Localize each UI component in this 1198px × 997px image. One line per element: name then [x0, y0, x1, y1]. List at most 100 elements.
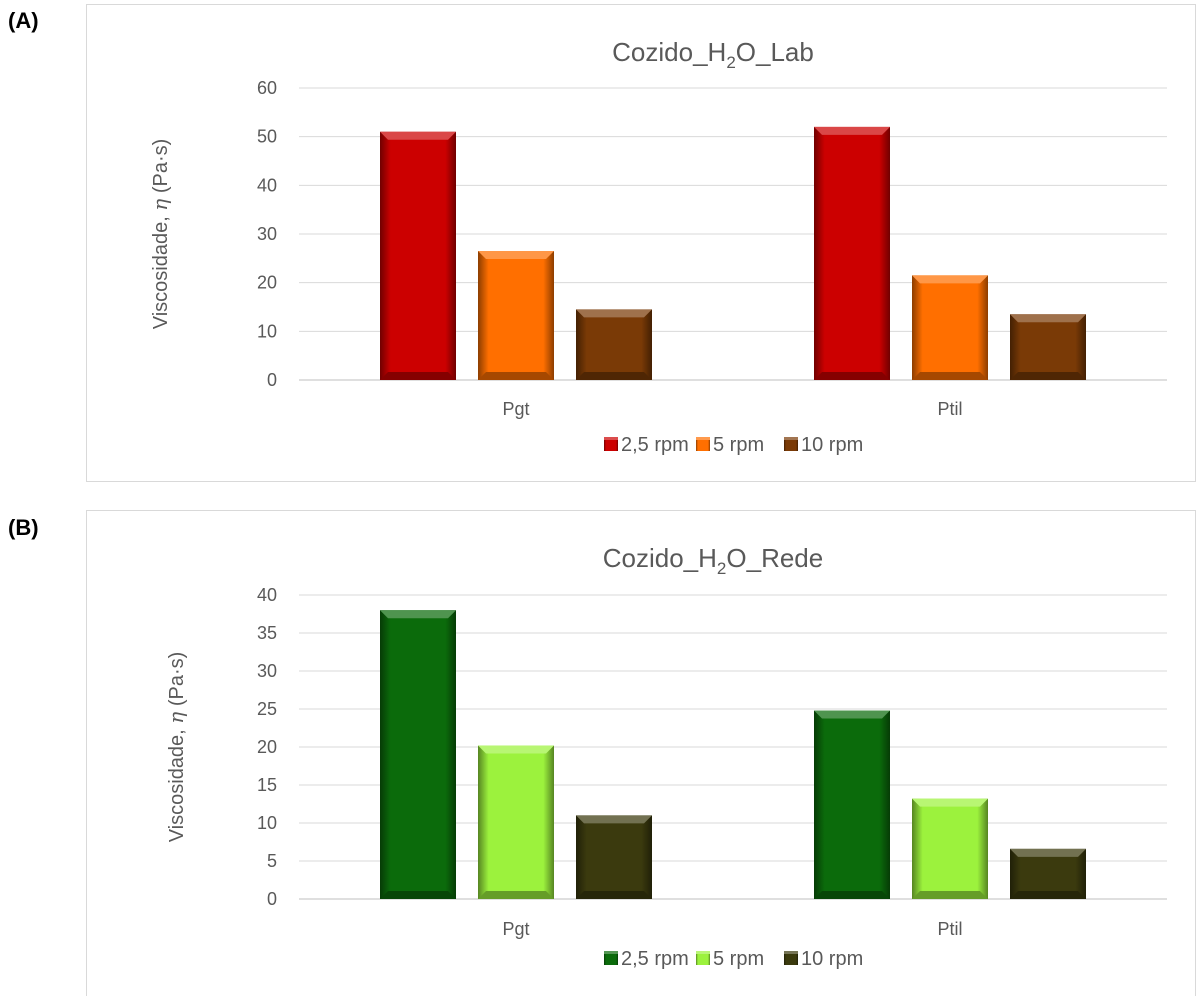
- bar-pgt-2-5-rpm: [380, 610, 456, 899]
- bar-bevel-top: [912, 798, 988, 807]
- bar-bevel-bottom: [380, 372, 456, 380]
- bar-body: [1010, 848, 1086, 899]
- x-category-label: Ptil: [937, 919, 962, 939]
- bar-bevel-bottom: [912, 891, 988, 899]
- legend-swatch: [696, 951, 710, 965]
- legend-label: 5 rpm: [713, 948, 764, 970]
- bar-pgt-5-rpm: [478, 251, 554, 380]
- y-axis-label-prefix: Viscosidade,: [166, 724, 188, 843]
- legend-swatch-highlight: [604, 437, 618, 440]
- legend-label: 10 rpm: [801, 948, 863, 970]
- bar-ptil-2-5-rpm: [814, 710, 890, 899]
- bar-ptil-5-rpm: [912, 275, 988, 380]
- chart-title-main: Cozido_H: [612, 37, 726, 67]
- legend-swatch: [604, 951, 618, 965]
- bar-bevel-bottom: [912, 372, 988, 380]
- y-axis-label-prefix: Viscosidade,: [150, 211, 172, 330]
- y-tick-label: 50: [257, 127, 277, 147]
- y-axis-label-symbol: η: [148, 199, 172, 211]
- legend-swatch-highlight: [696, 437, 710, 440]
- y-tick-label: 15: [257, 775, 277, 795]
- y-tick-label: 5: [267, 851, 277, 871]
- bar-bevel-top: [380, 131, 456, 140]
- y-axis-label-symbol: η: [164, 712, 188, 724]
- bar-bevel-bottom: [814, 891, 890, 899]
- y-axis-label: Viscosidade, η (Pa·s): [164, 652, 188, 843]
- chart-title-subscript: 2: [717, 559, 726, 578]
- bar-body: [912, 798, 988, 899]
- bar-chart-a: Cozido_H2O_Lab 0 10 20 30 40 50 60 Viscosidade, …: [148, 37, 1167, 456]
- bar-body: [478, 251, 554, 380]
- bar-bevel-top: [814, 126, 890, 135]
- legend-swatch-highlight: [696, 951, 710, 954]
- y-tick-label: 40: [257, 175, 277, 195]
- bar-bevel-bottom: [478, 891, 554, 899]
- legend-label: 10 rpm: [801, 434, 863, 456]
- y-tick-label: 10: [257, 321, 277, 341]
- bar-bevel-top: [1010, 314, 1086, 323]
- legend-item-5-rpm: 5 rpm: [696, 948, 764, 970]
- bar-ptil-2-5-rpm: [814, 126, 890, 380]
- bar-bevel-top: [912, 275, 988, 284]
- y-tick-label: 30: [257, 224, 277, 244]
- legend-item-10-rpm: 10 rpm: [784, 948, 863, 970]
- bar-bevel-top: [576, 815, 652, 824]
- bar-bevel-bottom: [478, 372, 554, 380]
- y-tick-label: 10: [257, 813, 277, 833]
- bar-bevel-bottom: [1010, 891, 1086, 899]
- legend-item-2-5-rpm: 2,5 rpm: [604, 434, 689, 456]
- bar-body: [814, 710, 890, 899]
- legend-swatch: [604, 437, 618, 451]
- legend-label: 2,5 rpm: [621, 948, 689, 970]
- bar-body: [576, 815, 652, 899]
- bar-bevel-bottom: [380, 891, 456, 899]
- chart-title-main: Cozido_H: [603, 543, 717, 573]
- bar-bevel-bottom: [576, 372, 652, 380]
- chart-title-subscript: 2: [726, 53, 735, 72]
- bar-ptil-10-rpm: [1010, 314, 1086, 380]
- bar-ptil-5-rpm: [912, 798, 988, 899]
- x-category-label: Ptil: [937, 399, 962, 419]
- bar-body: [814, 126, 890, 380]
- legend-label: 5 rpm: [713, 434, 764, 456]
- bar-pgt-10-rpm: [576, 815, 652, 899]
- bar-body: [380, 131, 456, 380]
- panel-label-b: (B): [8, 515, 39, 540]
- y-tick-label: 0: [267, 370, 277, 390]
- y-tick-label: 25: [257, 699, 277, 719]
- bar-bevel-top: [478, 745, 554, 754]
- legend-swatch: [784, 437, 798, 451]
- bar-bevel-top: [576, 309, 652, 318]
- bar-pgt-5-rpm: [478, 745, 554, 899]
- legend-item-5-rpm: 5 rpm: [696, 434, 764, 456]
- legend-swatch: [696, 437, 710, 451]
- legend-swatch-highlight: [784, 437, 798, 440]
- legend-swatch: [784, 951, 798, 965]
- panel-label-a: (A): [8, 8, 39, 33]
- y-tick-label: 40: [257, 585, 277, 605]
- bar-bevel-bottom: [1010, 372, 1086, 380]
- legend-item-2-5-rpm: 2,5 rpm: [604, 948, 689, 970]
- chart-title-rest: O_Lab: [736, 37, 814, 67]
- chart-title-rest: O_Rede: [726, 543, 823, 573]
- y-axis-label-unit: (Pa·s): [150, 139, 172, 199]
- bar-bevel-top: [380, 610, 456, 619]
- bar-bevel-top: [478, 251, 554, 260]
- y-tick-label: 30: [257, 661, 277, 681]
- x-category-label: Pgt: [502, 399, 529, 419]
- chart-title: Cozido_H2O_Lab: [612, 37, 814, 72]
- chart-panel-b: Cozido_H2O_Rede 0 5 10 15 20 25 30 35 40 Viscosida…: [86, 510, 1196, 996]
- y-axis-label-unit: (Pa·s): [166, 652, 188, 712]
- y-tick-label: 20: [257, 737, 277, 757]
- legend-label: 2,5 rpm: [621, 434, 689, 456]
- bar-ptil-10-rpm: [1010, 848, 1086, 899]
- x-category-label: Pgt: [502, 919, 529, 939]
- y-tick-label: 60: [257, 78, 277, 98]
- chart-panel-a: Cozido_H2O_Lab 0 10 20 30 40 50 60 Viscosidade, …: [86, 4, 1196, 482]
- bar-body: [576, 309, 652, 380]
- bar-body: [912, 275, 988, 380]
- bar-bevel-top: [814, 710, 890, 719]
- bar-bevel-bottom: [814, 372, 890, 380]
- chart-title: Cozido_H2O_Rede: [603, 543, 823, 578]
- y-tick-label: 0: [267, 889, 277, 909]
